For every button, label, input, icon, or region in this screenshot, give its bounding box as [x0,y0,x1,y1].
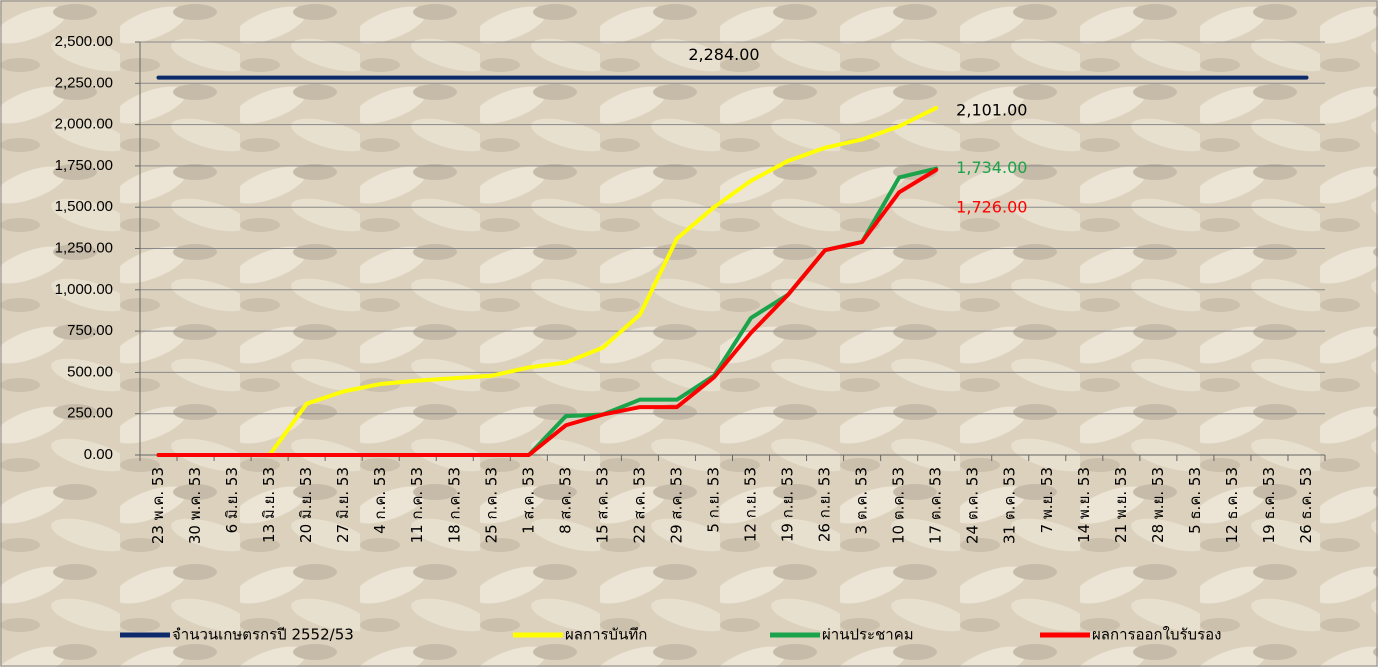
data-label: 1,734.00 [956,158,1027,177]
x-tick-label: 6 มิ.ย. 53 [223,467,241,533]
x-tick-label: 12 ธ.ค. 53 [1223,467,1241,543]
legend-label: ผ่านประชาคม [822,626,914,644]
x-tick-label: 8 ส.ค. 53 [556,467,574,534]
x-tick-label: 15 ส.ค. 53 [593,467,611,543]
x-tick-label: 19 ธ.ค. 53 [1260,467,1278,543]
x-tick-label: 23 พ.ค. 53 [149,467,167,544]
y-tick-label: 2,250.00 [55,74,113,91]
x-tick-label: 1 ส.ค. 53 [519,467,537,534]
data-label: 1,726.00 [956,197,1027,216]
x-tick-label: 7 พ.ย. 53 [1038,467,1056,533]
x-tick-label: 28 พ.ย. 53 [1149,467,1167,543]
x-tick-label: 5 ก.ย. 53 [704,467,722,533]
x-tick-label: 22 ส.ค. 53 [630,467,648,543]
y-tick-label: 250.00 [67,405,113,422]
x-tick-label: 12 ก.ย. 53 [742,467,760,542]
x-tick-label: 14 พ.ย. 53 [1075,467,1093,543]
series-line [156,167,939,457]
y-tick-label: 1,500.00 [55,198,113,215]
x-tick-label: 29 ส.ค. 53 [667,467,685,543]
data-label: 2,101.00 [956,100,1027,119]
y-tick-label: 1,250.00 [55,239,113,256]
y-tick-label: 1,000.00 [55,281,113,298]
y-tick-label: 1,750.00 [55,157,113,174]
data-label: 2,284.00 [688,45,759,64]
y-tick-label: 500.00 [67,363,113,380]
x-tick-label: 5 ธ.ค. 53 [1186,467,1204,534]
y-tick-label: 750.00 [67,322,113,339]
y-tick-label: 0.00 [84,446,113,463]
y-tick-label: 2,000.00 [55,116,113,133]
x-tick-label: 19 ก.ย. 53 [779,467,797,542]
x-tick-label: 17 ต.ค. 53 [927,467,945,544]
x-tick-label: 20 มิ.ย. 53 [297,467,315,543]
x-tick-label: 26 ก.ย. 53 [816,467,834,542]
legend-label: ผลการบันทึก [565,626,647,644]
x-tick-label: 24 ต.ค. 53 [964,467,982,544]
x-tick-label: 25 ก.ค. 53 [482,467,500,543]
series-line [156,105,939,457]
x-tick-label: 31 ต.ค. 53 [1001,467,1019,544]
x-tick-label: 13 มิ.ย. 53 [260,467,278,543]
legend-label: ผลการออกใบรับรอง [1092,626,1221,644]
x-tick-label: 11 ก.ค. 53 [408,467,426,543]
y-tick-label: 2,500.00 [55,33,113,50]
x-tick-label: 30 พ.ค. 53 [186,467,204,544]
x-tick-label: 3 ต.ค. 53 [853,467,871,534]
x-tick-label: 10 ต.ค. 53 [890,467,908,544]
x-tick-label: 21 พ.ย. 53 [1112,467,1130,543]
x-tick-label: 26 ธ.ค. 53 [1297,467,1315,543]
x-tick-label: 27 มิ.ย. 53 [334,467,352,543]
legend-label: จำนวนเกษตรกรปี 2552/53 [172,626,354,644]
x-tick-label: 4 ก.ค. 53 [371,467,389,534]
x-tick-label: 18 ก.ค. 53 [445,467,463,543]
